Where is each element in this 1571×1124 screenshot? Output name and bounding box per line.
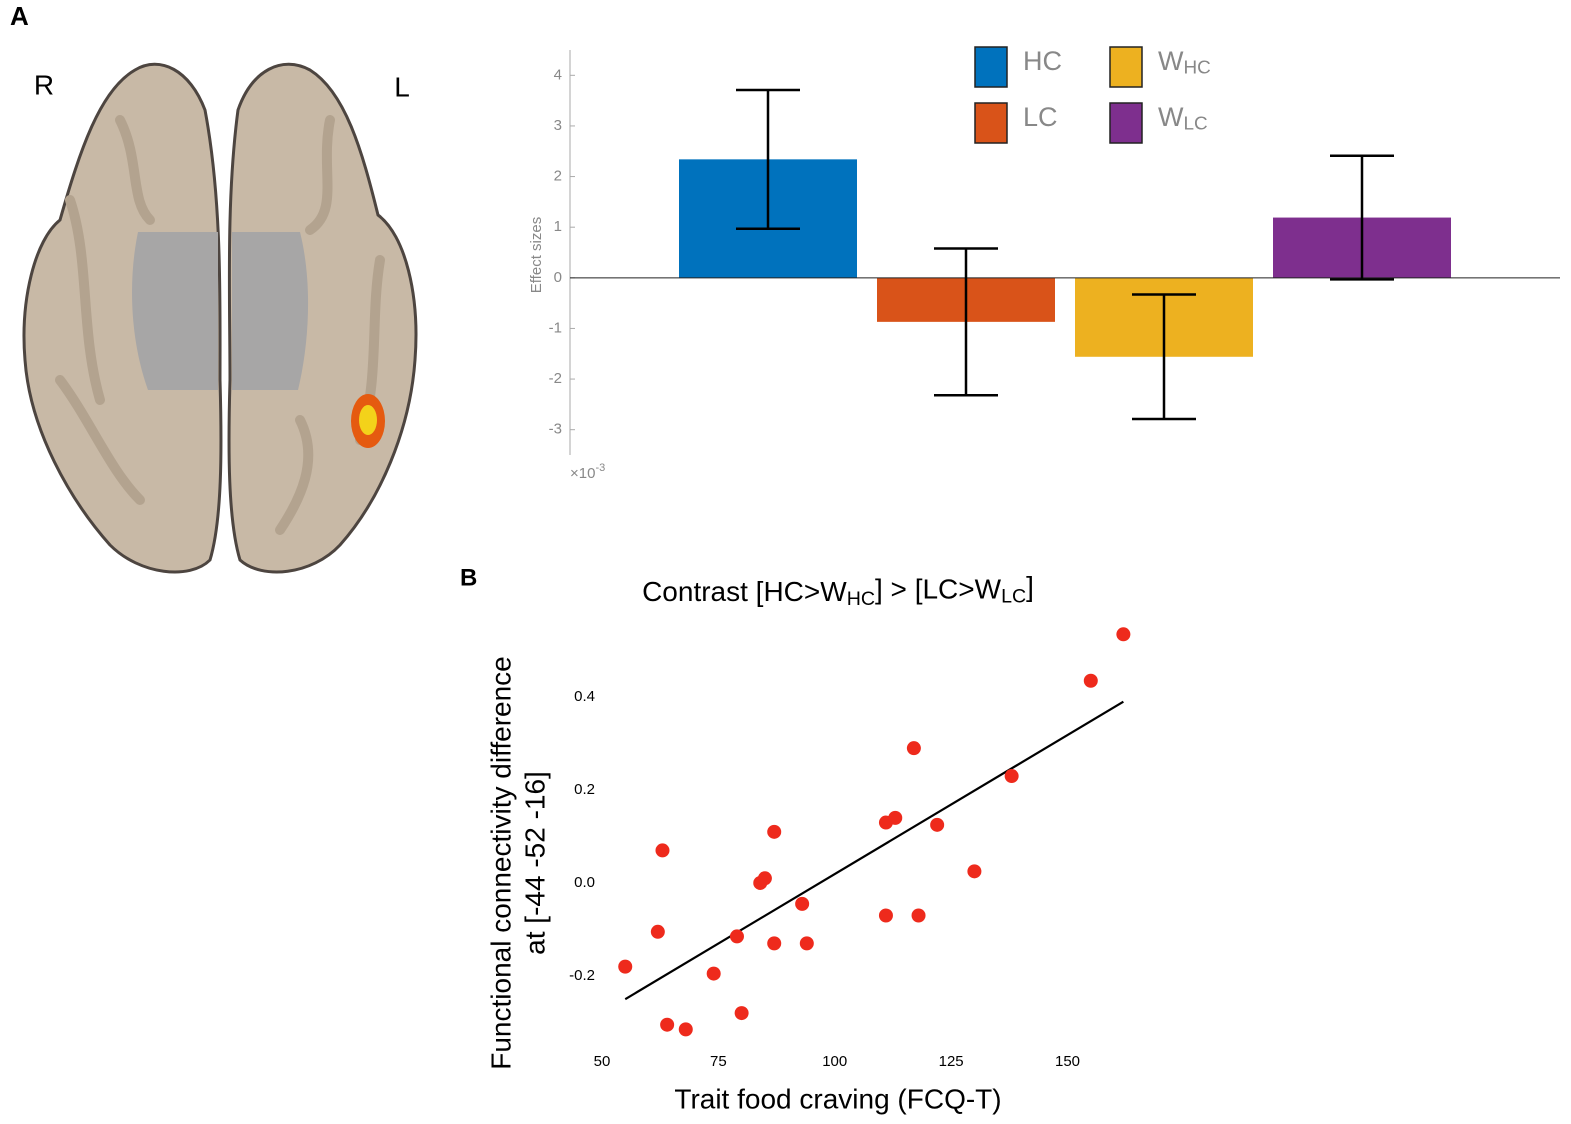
legend-label: LC [1023,102,1058,132]
y-axis-label: at [-44 -52 -16] [519,771,550,955]
error-bar [1330,154,1394,281]
x-tick-label: 75 [710,1053,727,1070]
data-point [729,929,744,944]
multiplier-exponent: -3 [595,462,605,474]
panel-label: A [10,1,29,31]
y-tick-label: 1 [554,218,562,235]
y-tick-label: 2 [554,168,562,185]
brain-label: R [34,69,54,100]
data-point [878,908,893,923]
data-point [1004,769,1019,784]
y-tick-label: 0.2 [574,781,595,798]
y-tick-label: -2 [549,370,562,387]
chart-title: Contrast [HC>WHC] > [LC>WLC] [642,571,1034,610]
legend-swatch [1109,102,1143,144]
legend-swatch [974,46,1008,88]
brain-label: L [394,71,410,102]
multiplier-base: ×10 [570,465,595,482]
trend-line [624,700,1124,1001]
y-tick-label: -1 [549,319,562,336]
y-tick-label: 4 [554,66,562,83]
data-point [967,864,982,879]
legend-label: HC [1023,46,1062,76]
data-point [795,896,810,911]
y-tick-label: -0.2 [569,967,595,984]
legend-swatch [1109,46,1143,88]
y-tick-label: 0 [554,269,562,286]
x-tick-label: 125 [939,1053,964,1070]
data-point [650,924,665,939]
data-point [757,871,772,886]
data-point [660,1017,675,1032]
data-point [767,824,782,839]
data-point [734,1006,749,1021]
data-point [767,936,782,951]
error-bar [934,247,998,397]
error-bar [1132,293,1196,421]
x-tick-label: 50 [594,1053,611,1070]
brain-image [22,62,418,574]
y-axis-label: Effect sizes [528,217,545,293]
data-point [1116,627,1131,642]
data-point [1083,673,1098,688]
data-point [888,810,903,825]
x-tick-label: 100 [822,1053,847,1070]
y-tick-label: 0.0 [574,874,595,891]
legend-swatch [974,102,1008,144]
x-axis-label: Trait food craving (FCQ-T) [674,1083,1001,1114]
y-tick-label: 3 [554,117,562,134]
data-point [906,741,921,756]
legend-label: WHC [1158,46,1211,79]
data-point [678,1022,693,1037]
data-point [618,959,633,974]
data-point [706,966,721,981]
data-point [930,817,945,832]
y-tick-label: 0.4 [574,688,595,705]
error-bar [736,88,800,230]
y-tick-label: -3 [549,421,562,438]
legend-label: WLC [1158,102,1208,135]
data-point [911,908,926,923]
y-multiplier: ×10-3 [570,462,605,482]
data-point [799,936,814,951]
y-axis-label: Functional connectivity difference [485,656,516,1070]
panel-label: B [460,564,477,591]
data-point [655,843,670,858]
x-tick-label: 150 [1055,1053,1080,1070]
